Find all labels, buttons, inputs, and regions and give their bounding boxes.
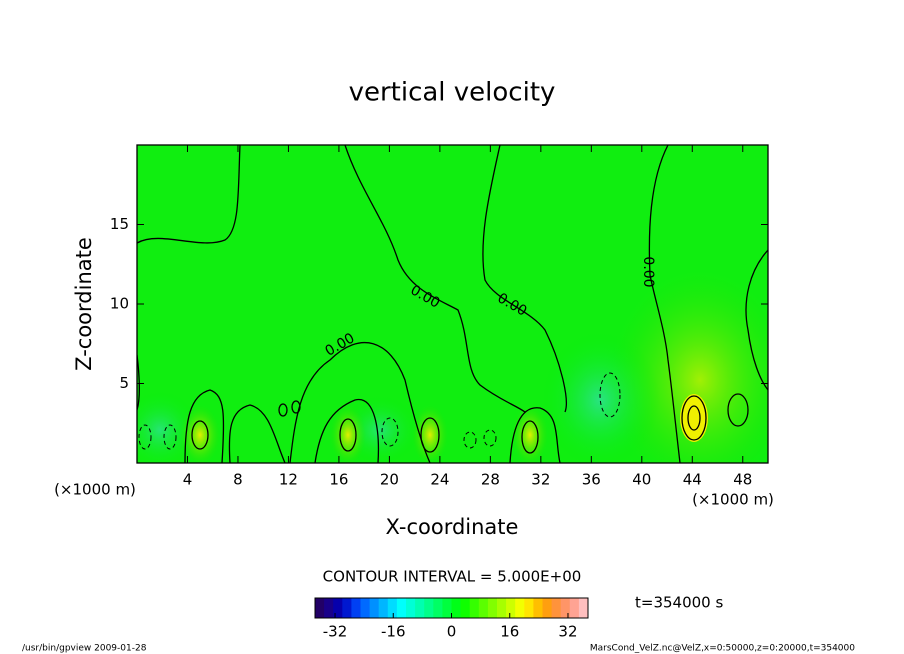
y-tick-label: 5 bbox=[119, 374, 129, 392]
x-tick-label: 4 bbox=[183, 471, 193, 489]
colorbar-tick-label: 16 bbox=[500, 623, 519, 641]
colorbar-cell bbox=[487, 598, 498, 618]
x-tick-label: 40 bbox=[632, 471, 651, 489]
contour-label: 0.00 bbox=[640, 256, 656, 287]
x-tick-label: 20 bbox=[380, 471, 399, 489]
colorbar-tick-label: -32 bbox=[323, 623, 348, 641]
colorbar-cell bbox=[542, 598, 553, 618]
colorbar-cell bbox=[415, 598, 425, 618]
footer-left: /usr/bin/gpview 2009-01-28 bbox=[22, 644, 147, 654]
colorbar-cell bbox=[387, 598, 398, 618]
x-axis-label: X-coordinate bbox=[386, 515, 519, 539]
x-tick-label: 24 bbox=[430, 471, 449, 489]
colorbar-tick-label: 0 bbox=[447, 623, 457, 641]
colorbar-cell bbox=[569, 598, 580, 618]
colorbar-cell bbox=[333, 598, 343, 618]
field bbox=[137, 145, 768, 463]
y-tick-label: 15 bbox=[110, 215, 129, 233]
x-tick-label: 8 bbox=[233, 471, 243, 489]
colorbar-tick-label: 32 bbox=[558, 623, 577, 641]
x-tick-label: 44 bbox=[683, 471, 702, 489]
time-label: t=354000 s bbox=[635, 594, 723, 612]
colorbar-cell bbox=[560, 598, 571, 618]
x-tick-label: 48 bbox=[733, 471, 752, 489]
colorbar-cell bbox=[360, 598, 371, 618]
colorbar-tick-label: -16 bbox=[381, 623, 406, 641]
y-tick-label: 10 bbox=[110, 295, 129, 313]
x-tick-label: 36 bbox=[582, 471, 601, 489]
chart-title: vertical velocity bbox=[349, 78, 556, 108]
x-tick-label: 32 bbox=[531, 471, 550, 489]
x-tick-label: 28 bbox=[481, 471, 500, 489]
colorbar-cell bbox=[442, 598, 452, 618]
colorbar-cell bbox=[551, 598, 562, 618]
colorbar-cell bbox=[378, 598, 389, 618]
colorbar-cell bbox=[424, 598, 434, 618]
colorbar-cell bbox=[406, 598, 416, 618]
colorbar-cell bbox=[451, 598, 462, 618]
colorbar-cell bbox=[524, 598, 534, 618]
colorbar-cell bbox=[351, 598, 361, 618]
colorbar-cell bbox=[497, 598, 507, 618]
colorbar-cell bbox=[396, 598, 407, 618]
x-unit: (×1000 m) bbox=[54, 481, 136, 499]
footer-right: MarsCond_VelZ.nc@VelZ,x=0:50000,z=0:2000… bbox=[590, 644, 855, 654]
colorbar-cell bbox=[578, 598, 589, 618]
colorbar-cell bbox=[460, 598, 471, 618]
colorbar-cell bbox=[342, 598, 352, 618]
colorbar-cell bbox=[478, 598, 489, 618]
colorbar-cell bbox=[324, 598, 334, 618]
colorbar-cell bbox=[533, 598, 543, 618]
y-axis-label: Z-coordinate bbox=[72, 237, 96, 371]
colorbar-cell bbox=[315, 598, 325, 618]
x-tick-label: 16 bbox=[329, 471, 348, 489]
x-unit: (×1000 m) bbox=[692, 491, 774, 509]
x-tick-label: 12 bbox=[279, 471, 298, 489]
contour-interval: CONTOUR INTERVAL = 5.000E+00 bbox=[323, 568, 582, 586]
colorbar-cell bbox=[515, 598, 525, 618]
colorbar-cell bbox=[469, 598, 480, 618]
colorbar-cell bbox=[506, 598, 516, 618]
colorbar-cell bbox=[433, 598, 443, 618]
colorbar-cell bbox=[369, 598, 380, 618]
